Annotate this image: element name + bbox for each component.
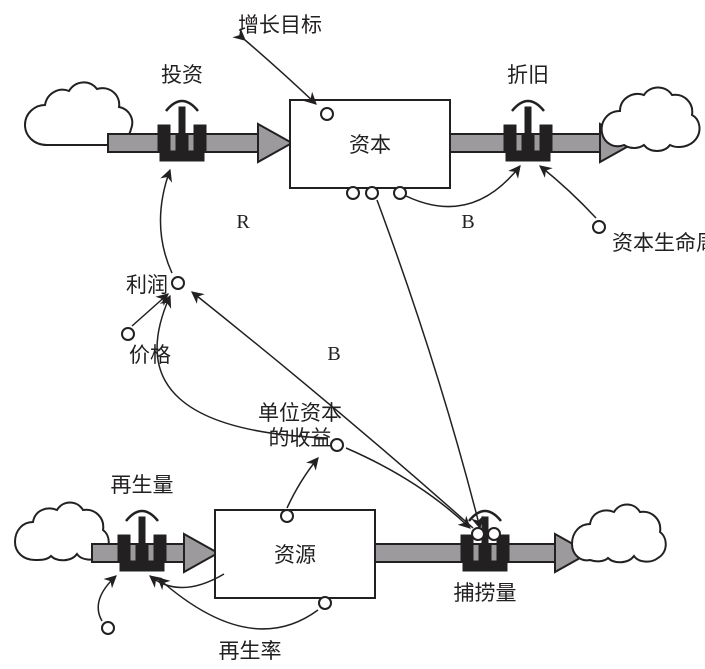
loop-b2-label: B [327, 343, 340, 365]
cloud-sink-capital [602, 88, 700, 152]
link-growthgoal [245, 40, 316, 104]
aux-dot-capital-out1 [347, 187, 359, 199]
link-resource-yield [287, 458, 318, 508]
aux-regenrate-label: 再生率 [219, 639, 282, 663]
stock-capital-label: 资本 [349, 133, 391, 157]
pipe-investment-arrow [258, 124, 292, 162]
flow-investment-label: 投资 [161, 63, 203, 87]
aux-dot-capital-out2 [366, 187, 378, 199]
loop-r-label: R [236, 211, 250, 233]
loop-b1-label: B [461, 211, 474, 233]
stock-resource-label: 资源 [274, 543, 316, 567]
valve-harvest [461, 511, 509, 571]
aux-price-dot [122, 328, 134, 340]
link-capital-harvest [377, 200, 480, 528]
valve-depreciation [504, 101, 552, 161]
cloud-sink-resource [572, 505, 666, 563]
aux-profit-label: 利润 [126, 273, 168, 297]
aux-yield-dot [331, 439, 343, 451]
flow-harvest-label: 捕捞量 [454, 581, 517, 605]
link-profit-investment [160, 170, 172, 273]
aux-growth-goal-dot [321, 108, 333, 120]
aux-dot-harvest-in [472, 528, 484, 540]
aux-dot-harvest-in2 [488, 528, 500, 540]
aux-profit-dot [172, 277, 184, 289]
link-price-profit [132, 294, 168, 326]
system-dynamics-diagram: 资本 投资 折旧 增长目标 资本生命周期 利润 [0, 0, 705, 669]
aux-growth-goal-label: 增长目标 [238, 13, 322, 37]
aux-capital-life-dot [593, 221, 605, 233]
aux-dot-capital-out3 [394, 187, 406, 199]
valve-regen [118, 511, 166, 571]
link-capitallife-depreciation [540, 166, 596, 218]
aux-capital-life-label: 资本生命周期 [612, 231, 705, 255]
link-regen-self [98, 576, 116, 621]
aux-dot-resource-out2 [319, 597, 331, 609]
flow-depreciation-label: 折旧 [507, 63, 549, 87]
valve-investment [158, 101, 206, 161]
flow-regen-label: 再生量 [111, 473, 174, 497]
pipe-regen-arrow [184, 534, 218, 572]
aux-dot-resource-out1 [281, 510, 293, 522]
aux-dot-regen-self [102, 622, 114, 634]
aux-price-label: 价格 [129, 343, 171, 367]
